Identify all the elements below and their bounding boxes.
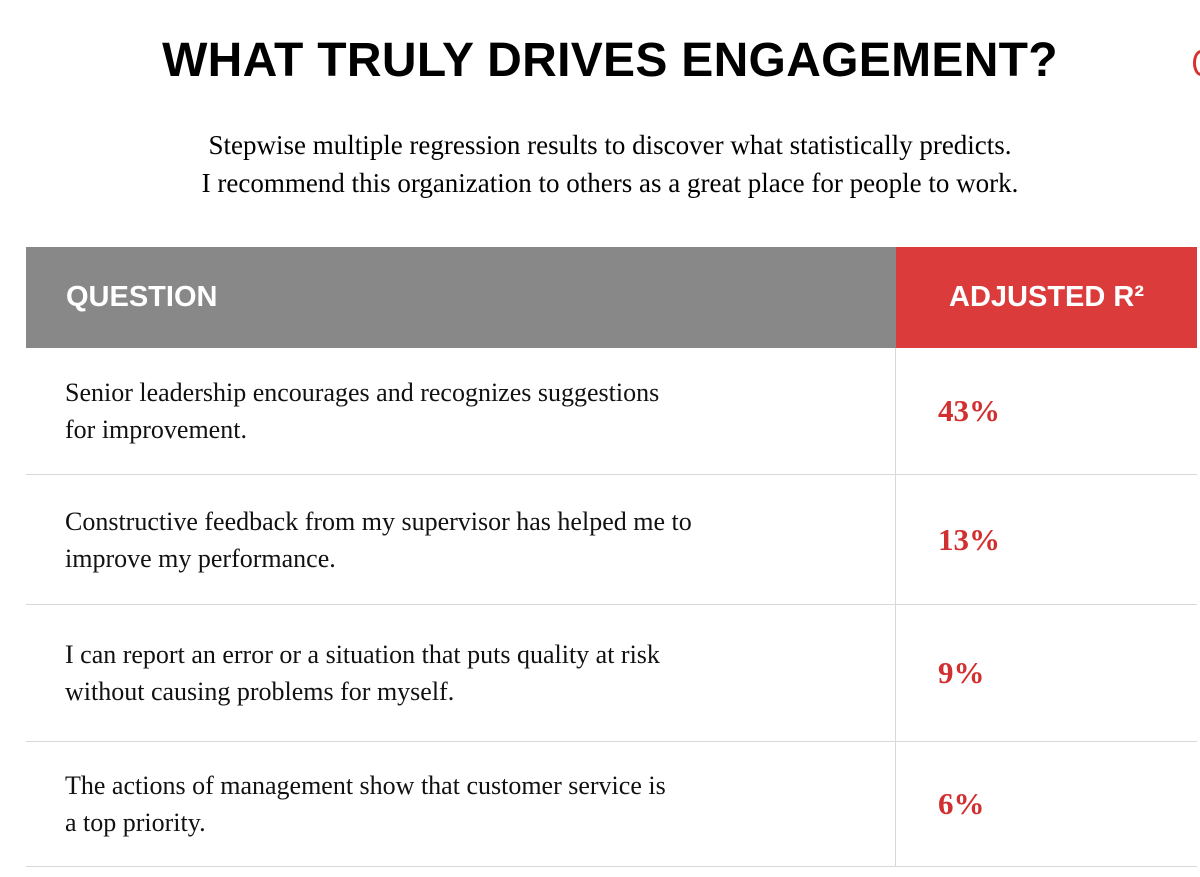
- table-row: I can report an error or a situation tha…: [26, 605, 1197, 742]
- question-text-line: a top priority.: [65, 808, 206, 837]
- adjusted-r2-value: 13%: [938, 521, 1000, 557]
- adjusted-r2-column-header: ADJUSTED R²: [896, 247, 1197, 348]
- question-cell: I can report an error or a situation tha…: [26, 605, 896, 741]
- question-cell: The actions of management show that cust…: [26, 742, 896, 866]
- question-text-line: Constructive feedback from my supervisor…: [65, 506, 692, 536]
- table-row: Senior leadership encourages and recogni…: [26, 348, 1197, 475]
- subtitle-line-2: I recommend this organization to others …: [201, 168, 1019, 198]
- subtitle: Stepwise multiple regression results to …: [0, 126, 1200, 202]
- adjusted-r2-value: 43%: [938, 393, 1000, 428]
- question-text-line: The actions of management show that cust…: [65, 771, 666, 800]
- question-text-line: I can report an error or a situation tha…: [65, 640, 660, 669]
- question-cell: Senior leadership encourages and recogni…: [26, 348, 896, 474]
- question-cell: Constructive feedback from my supervisor…: [26, 475, 896, 604]
- page-title: WHAT TRULY DRIVES ENGAGEMENT?: [162, 34, 1058, 87]
- adjusted-r2-value: 6%: [938, 786, 985, 821]
- results-table: QUESTION ADJUSTED R² Senior leadership e…: [26, 247, 1197, 867]
- table-row: The actions of management show that cust…: [26, 742, 1197, 867]
- cut-off-logo-mark: [1193, 50, 1200, 76]
- question-column-header: QUESTION: [26, 247, 896, 348]
- table-header: QUESTION ADJUSTED R²: [26, 247, 1197, 348]
- question-text-line: Senior leadership encourages and recogni…: [65, 378, 660, 407]
- question-text-line: improve my performance.: [65, 543, 336, 573]
- question-text-line: without causing problems for myself.: [65, 677, 455, 706]
- adjusted-r2-value: 9%: [938, 655, 985, 690]
- question-text-line: for improvement.: [65, 415, 247, 444]
- table-row: Constructive feedback from my supervisor…: [26, 475, 1197, 605]
- subtitle-line-1: Stepwise multiple regression results to …: [208, 130, 1012, 160]
